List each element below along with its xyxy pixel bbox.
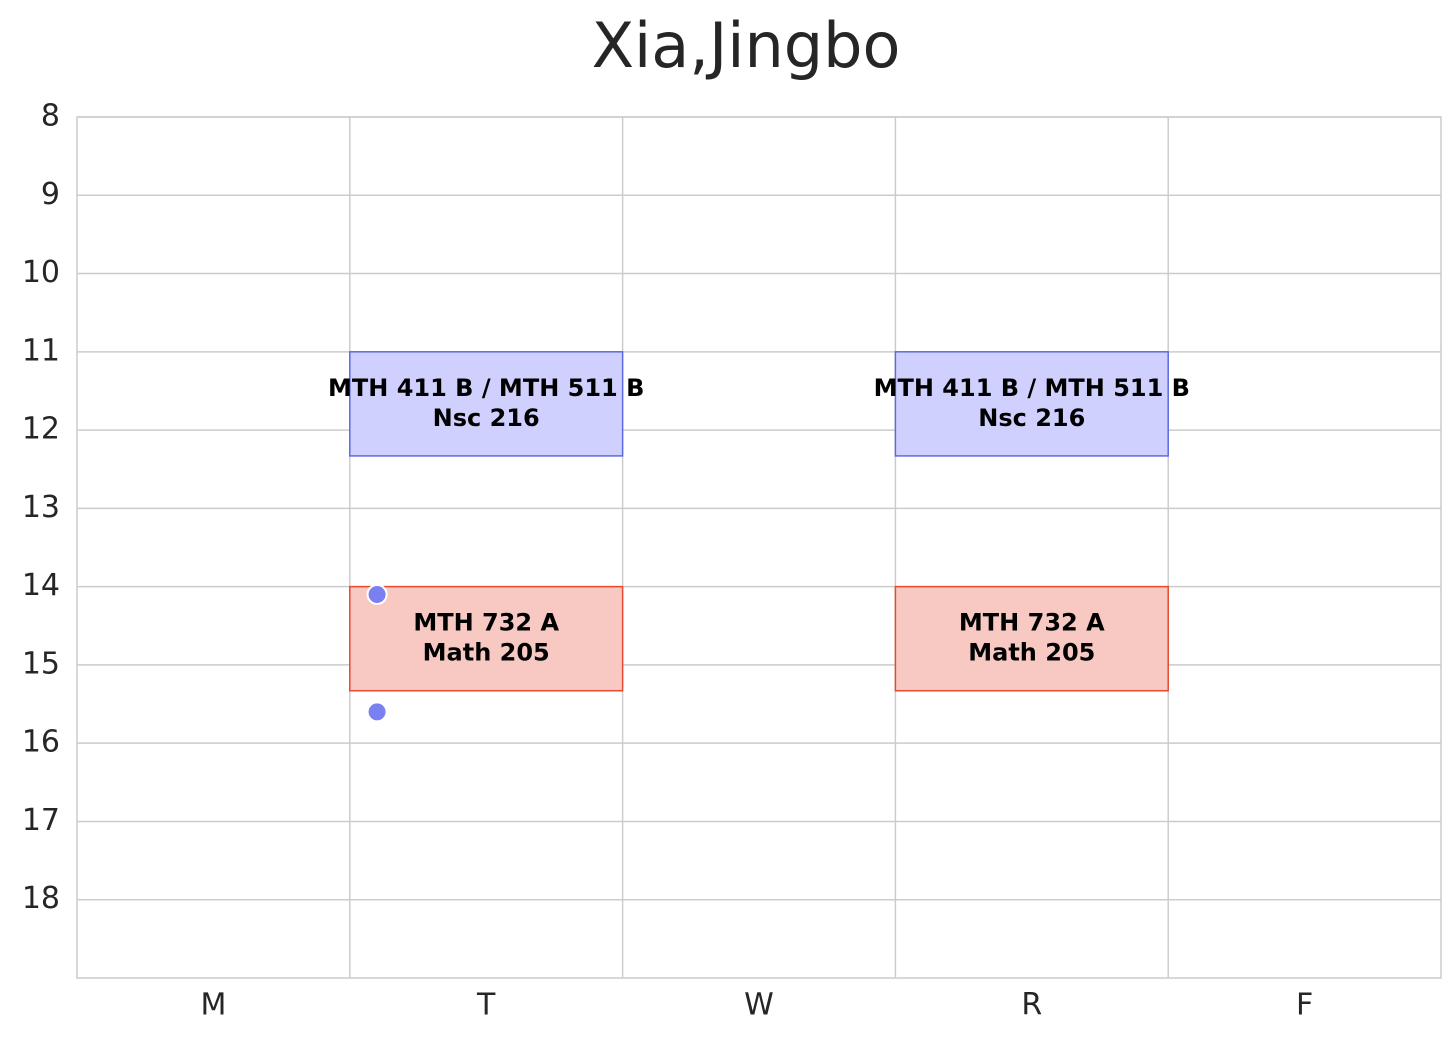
x-tick-label: T bbox=[476, 988, 496, 1023]
block-label: Nsc 216 bbox=[433, 404, 540, 432]
y-tick-label: 18 bbox=[22, 881, 60, 916]
block-label: MTH 732 A bbox=[413, 609, 559, 637]
block-label: Nsc 216 bbox=[978, 404, 1085, 432]
y-tick-label: 14 bbox=[22, 568, 60, 603]
x-tick-label: R bbox=[1021, 988, 1042, 1023]
block-label: Math 205 bbox=[968, 639, 1095, 667]
y-tick-label: 13 bbox=[22, 490, 60, 525]
chart-title: Xia,Jingbo bbox=[592, 9, 901, 82]
class-block bbox=[349, 585, 624, 692]
class-block bbox=[894, 351, 1169, 457]
y-tick-label: 15 bbox=[22, 646, 60, 681]
plot-frame bbox=[76, 116, 1442, 979]
block-label: MTH 411 B / MTH 511 B bbox=[874, 374, 1190, 402]
block-label: Math 205 bbox=[423, 639, 550, 667]
y-tick-label: 9 bbox=[41, 177, 60, 212]
y-tick-label: 11 bbox=[22, 333, 60, 368]
y-tick-label: 10 bbox=[22, 255, 60, 290]
class-block bbox=[349, 351, 624, 457]
point bbox=[366, 583, 388, 605]
point bbox=[366, 701, 388, 723]
block-label: MTH 732 A bbox=[959, 609, 1105, 637]
y-tick-label: 17 bbox=[22, 803, 60, 838]
y-tick-label: 12 bbox=[22, 412, 60, 447]
y-tick-label: 16 bbox=[22, 725, 60, 760]
x-tick-label: F bbox=[1296, 988, 1313, 1023]
x-tick-label: W bbox=[744, 988, 774, 1023]
block-label: MTH 411 B / MTH 511 B bbox=[328, 374, 644, 402]
class-block bbox=[894, 585, 1169, 692]
x-tick-label: M bbox=[200, 988, 226, 1023]
y-tick-label: 8 bbox=[41, 99, 60, 134]
